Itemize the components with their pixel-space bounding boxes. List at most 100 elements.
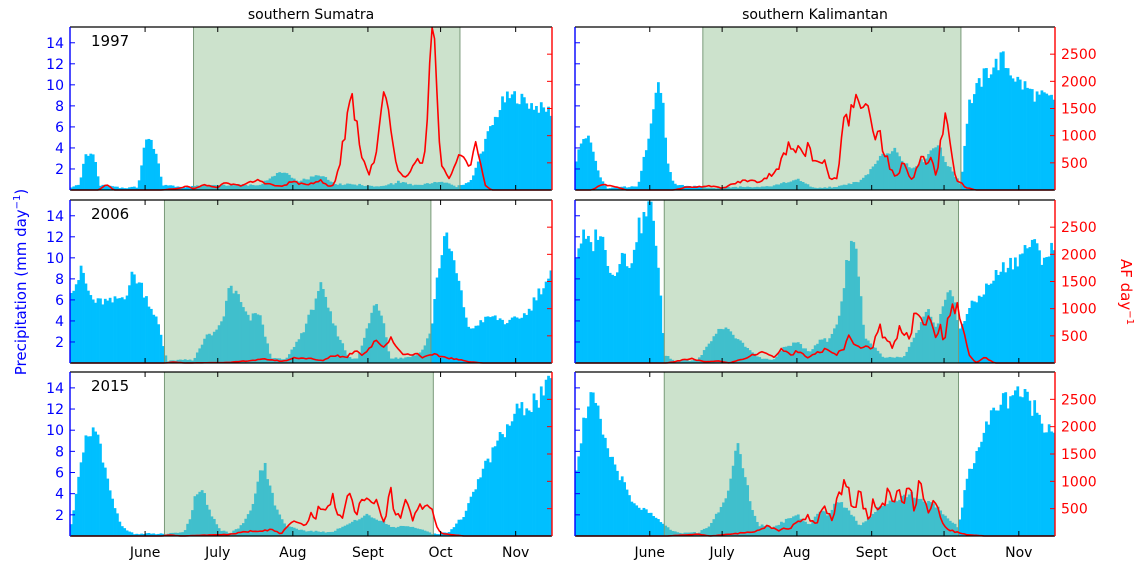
precipitation-bar (479, 320, 483, 363)
precipitation-bar (736, 187, 740, 190)
precipitation-bar (700, 355, 704, 363)
precipitation-bar (835, 324, 839, 363)
precipitation-bar (717, 512, 721, 536)
precipitation-bar (176, 532, 180, 536)
precipitation-bar (520, 317, 524, 363)
precipitation-bar (912, 337, 916, 363)
precipitation-bar (690, 186, 694, 190)
precipitation-bar (818, 511, 822, 536)
precipitation-bar (254, 313, 257, 363)
precipitation-bar (532, 393, 536, 536)
precipitation-bar (989, 283, 993, 363)
precipitation-bar (225, 300, 228, 363)
precipitation-bar (900, 357, 904, 363)
precipitation-bar (852, 516, 856, 536)
precipitation-bar (472, 175, 475, 190)
precipitation-bar (462, 307, 466, 363)
precipitation-bar (736, 443, 740, 536)
left-tick-label: 2 (55, 162, 64, 178)
precipitation-bar (823, 338, 827, 363)
precipitation-bars (575, 386, 1056, 536)
precipitation-bar (346, 524, 349, 536)
precipitation-bar (975, 451, 979, 536)
precipitation-bar (430, 323, 434, 363)
precipitation-bar (401, 358, 405, 363)
precipitation-bar (813, 187, 817, 190)
left-tick-label: 8 (55, 272, 64, 288)
precipitation-bar (893, 499, 897, 536)
precipitation-bar (869, 169, 873, 190)
precipitation-bar (353, 519, 357, 536)
precipitation-bar (396, 180, 400, 190)
precipitation-bar (530, 310, 533, 363)
precipitation-bar (300, 333, 303, 363)
precipitation-bar (433, 533, 437, 536)
precipitation-bar (1004, 272, 1008, 363)
precipitation-bar (705, 528, 709, 536)
precipitation-bar (455, 273, 458, 363)
precipitation-bar (753, 187, 757, 190)
left-tick-label: 6 (55, 466, 64, 482)
precipitation-bar (426, 338, 429, 363)
precipitation-bar (547, 375, 550, 536)
precipitation-bar (210, 335, 214, 363)
precipitation-bar (999, 271, 1003, 363)
precipitation-bar (530, 412, 533, 536)
precipitation-bar (912, 497, 916, 536)
precipitation-bar (210, 185, 214, 190)
precipitation-bar (411, 526, 415, 536)
precipitation-bar (587, 406, 590, 536)
precipitation-bar (666, 527, 670, 536)
precipitation-bar (348, 357, 352, 363)
dry-season-shading (164, 372, 434, 536)
precipitation-bar (714, 333, 718, 363)
precipitation-bar (579, 143, 583, 190)
precipitation-bar (642, 507, 646, 536)
precipitation-bar (787, 518, 791, 536)
precipitation-bar (377, 186, 381, 190)
precipitation-bar (881, 153, 885, 190)
precipitation-bar (845, 184, 848, 190)
precipitation-bar (968, 99, 971, 190)
precipitation-bar (319, 282, 323, 363)
precipitation-bar (628, 495, 631, 536)
precipitation-bar (493, 315, 497, 363)
precipitation-bar (118, 188, 122, 190)
precipitation-bar (515, 103, 519, 190)
precipitation-bar (266, 180, 269, 190)
precipitation-bar (355, 358, 359, 363)
precipitation-bar (384, 523, 388, 536)
precipitation-bar (620, 252, 624, 363)
precipitation-bar (413, 355, 417, 363)
precipitation-bar (705, 187, 709, 190)
precipitation-bar (421, 529, 424, 536)
precipitation-bar (688, 360, 692, 363)
precipitation-bar (249, 510, 253, 536)
precipitation-bar (474, 489, 478, 536)
precipitation-bar (606, 265, 610, 363)
precipitation-bar (611, 456, 614, 536)
precipitation-bar (823, 187, 827, 190)
precipitation-bar (128, 531, 131, 536)
precipitation-bar (671, 180, 675, 190)
precipitation-bar (878, 353, 882, 363)
precipitation-bar (404, 182, 408, 190)
precipitation-bar (1030, 415, 1034, 536)
precipitation-bar (710, 187, 713, 190)
precipitation-bar (1040, 423, 1044, 536)
precipitation-bar (685, 185, 689, 190)
precipitation-bar (616, 272, 619, 363)
precipitation-bar (178, 359, 182, 363)
precipitation-bar (498, 318, 502, 363)
precipitation-bar (594, 160, 598, 190)
precipitation-bar (319, 531, 323, 536)
precipitation-bar (582, 139, 585, 190)
precipitation-bar (842, 507, 846, 536)
precipitation-bar (575, 470, 578, 536)
precipitation-bar (409, 526, 412, 536)
precipitation-bar (164, 184, 168, 190)
precipitation-bar (782, 522, 786, 536)
precipitation-bar (944, 162, 947, 190)
precipitation-bar (816, 188, 819, 190)
precipitation-bar (372, 186, 376, 190)
